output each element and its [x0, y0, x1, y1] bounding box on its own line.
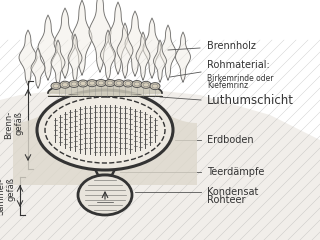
Polygon shape [68, 34, 82, 82]
Polygon shape [72, 0, 92, 75]
Polygon shape [48, 81, 162, 96]
Ellipse shape [114, 80, 124, 87]
Polygon shape [95, 169, 115, 175]
Text: Brenn-
gefäß: Brenn- gefäß [4, 111, 24, 139]
Ellipse shape [60, 81, 70, 88]
Polygon shape [154, 40, 166, 82]
Polygon shape [13, 87, 197, 185]
Polygon shape [117, 23, 133, 78]
Ellipse shape [37, 90, 173, 170]
Text: Sammel-
gefäß: Sammel- gefäß [0, 177, 16, 215]
Ellipse shape [45, 97, 165, 163]
Polygon shape [125, 11, 145, 76]
Text: Rohmaterial:: Rohmaterial: [207, 60, 270, 70]
Ellipse shape [78, 175, 132, 215]
Ellipse shape [141, 81, 151, 88]
Polygon shape [108, 2, 128, 74]
Polygon shape [89, 0, 111, 72]
Polygon shape [136, 32, 150, 80]
Polygon shape [54, 8, 76, 78]
Text: Kiefemrinz: Kiefemrinz [207, 81, 248, 90]
Ellipse shape [51, 82, 61, 90]
Polygon shape [160, 25, 176, 80]
Polygon shape [19, 30, 37, 85]
Ellipse shape [78, 80, 88, 87]
Polygon shape [31, 48, 45, 88]
Polygon shape [38, 15, 58, 80]
Polygon shape [100, 30, 116, 80]
Ellipse shape [87, 80, 97, 87]
Ellipse shape [96, 79, 106, 86]
Text: Luthumschicht: Luthumschicht [207, 94, 294, 107]
Polygon shape [51, 40, 65, 85]
Ellipse shape [105, 79, 115, 87]
Text: Kondensat: Kondensat [207, 187, 258, 197]
Ellipse shape [123, 80, 133, 87]
Text: Erdboden: Erdboden [207, 135, 254, 145]
Text: Birkemrinde oder: Birkemrinde oder [207, 74, 274, 83]
Ellipse shape [69, 80, 79, 87]
Text: Rohteer: Rohteer [207, 195, 245, 205]
Polygon shape [0, 85, 320, 240]
Ellipse shape [150, 83, 160, 90]
Ellipse shape [132, 81, 142, 88]
Polygon shape [176, 32, 190, 82]
Text: Teerdämpfe: Teerdämpfe [207, 167, 264, 177]
Polygon shape [143, 18, 161, 78]
Text: Brennholz: Brennholz [207, 41, 256, 51]
